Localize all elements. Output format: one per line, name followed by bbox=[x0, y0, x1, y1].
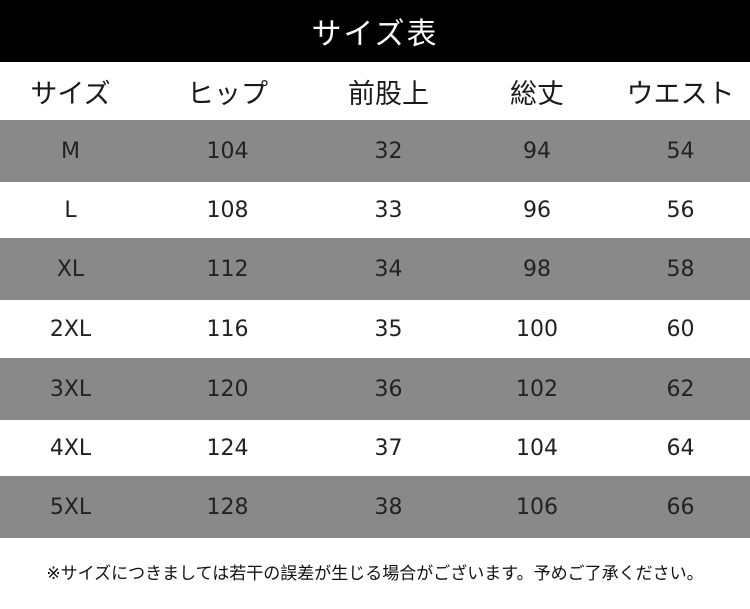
cell-size: M bbox=[61, 138, 80, 164]
cell-size: 4XL bbox=[49, 435, 92, 461]
table-row: M 104 32 94 54 bbox=[0, 120, 750, 182]
cell-front-rise: 33 bbox=[374, 197, 403, 223]
cell-waist: 62 bbox=[666, 376, 695, 402]
cell-size: 5XL bbox=[49, 494, 92, 520]
header-row: サイズ ヒップ 前股上 総丈 ウエスト bbox=[0, 62, 750, 120]
table-row: L 108 33 96 56 bbox=[0, 182, 750, 238]
cell-hip: 112 bbox=[206, 256, 249, 282]
cell-hip: 116 bbox=[206, 316, 249, 342]
cell-front-rise: 37 bbox=[374, 435, 403, 461]
disclaimer-note: ※サイズにつきましては若干の誤差が生じる場合がございます。予めご了承ください。 bbox=[0, 552, 750, 590]
cell-size: L bbox=[64, 197, 77, 223]
table-row: XL 112 34 98 58 bbox=[0, 238, 750, 300]
table-row: 2XL 116 35 100 60 bbox=[0, 300, 750, 358]
cell-waist: 56 bbox=[666, 197, 695, 223]
header-hip: ヒップ bbox=[187, 78, 268, 110]
cell-front-rise: 35 bbox=[374, 316, 403, 342]
table-row: 4XL 124 37 104 64 bbox=[0, 420, 750, 476]
header-size: サイズ bbox=[30, 78, 111, 110]
cell-total-length: 98 bbox=[523, 256, 551, 282]
cell-waist: 54 bbox=[666, 138, 695, 164]
cell-total-length: 94 bbox=[523, 138, 551, 164]
cell-waist: 60 bbox=[666, 316, 695, 342]
header-front-rise: 前股上 bbox=[348, 78, 429, 110]
table-row: 3XL 120 36 102 62 bbox=[0, 358, 750, 420]
cell-total-length: 100 bbox=[516, 316, 558, 342]
cell-hip: 124 bbox=[206, 435, 249, 461]
cell-waist: 58 bbox=[666, 256, 695, 282]
header-total-length: 総丈 bbox=[510, 78, 564, 110]
title-bar: サイズ表 bbox=[0, 0, 750, 62]
cell-total-length: 104 bbox=[516, 435, 558, 461]
cell-front-rise: 32 bbox=[374, 138, 403, 164]
cell-front-rise: 34 bbox=[374, 256, 403, 282]
cell-hip: 128 bbox=[206, 494, 249, 520]
cell-size: 3XL bbox=[49, 376, 92, 402]
cell-total-length: 102 bbox=[516, 376, 558, 402]
cell-front-rise: 38 bbox=[374, 494, 403, 520]
cell-hip: 104 bbox=[206, 138, 249, 164]
cell-size: 2XL bbox=[49, 316, 92, 342]
cell-total-length: 96 bbox=[523, 197, 551, 223]
header-waist: ウエスト bbox=[626, 78, 735, 110]
page-title: サイズ表 bbox=[311, 17, 439, 52]
cell-waist: 64 bbox=[666, 435, 695, 461]
cell-hip: 108 bbox=[206, 197, 249, 223]
cell-hip: 120 bbox=[206, 376, 249, 402]
disclaimer-text: ※サイズにつきましては若干の誤差が生じる場合がございます。予めご了承ください。 bbox=[46, 563, 704, 584]
cell-front-rise: 36 bbox=[374, 376, 403, 402]
cell-total-length: 106 bbox=[516, 494, 558, 520]
cell-waist: 66 bbox=[666, 494, 695, 520]
table-row: 5XL 128 38 106 66 bbox=[0, 476, 750, 538]
cell-size: XL bbox=[56, 256, 85, 282]
